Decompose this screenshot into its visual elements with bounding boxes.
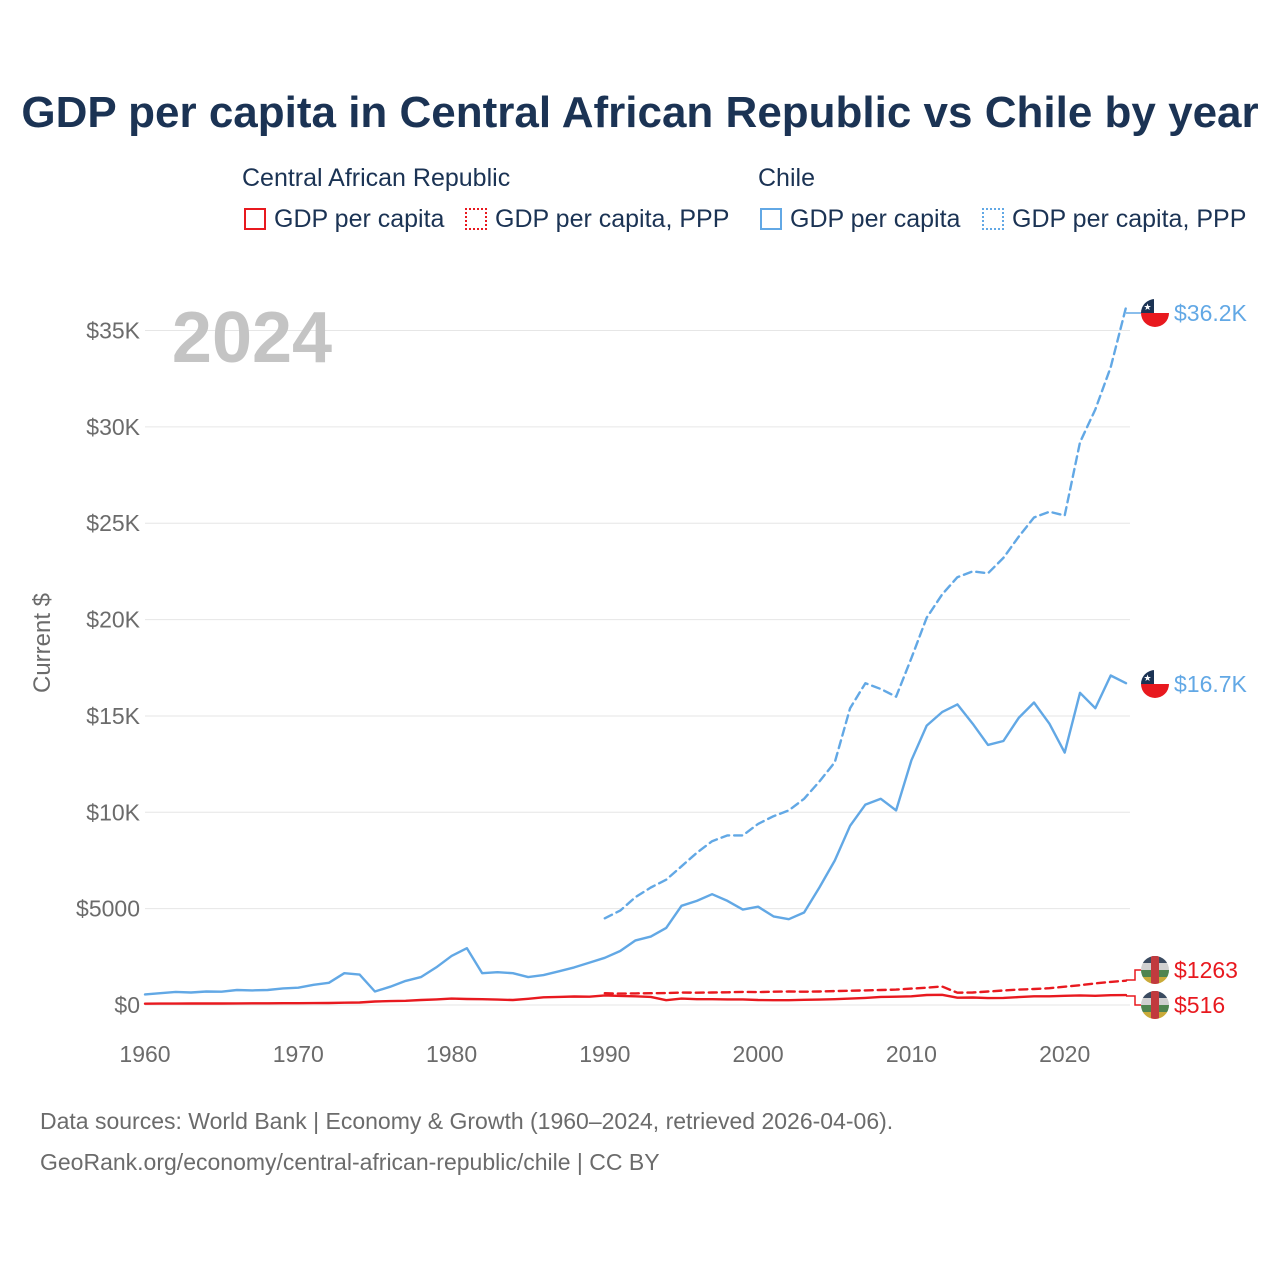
y-tick-label: $35K [86,318,140,344]
series-line-central-african-republic-gdp-per-capita [143,993,1128,1005]
legend-swatch-chile-gdp [760,208,782,230]
svg-text:★: ★ [1143,673,1151,683]
legend-group-chile: Chile [758,164,815,192]
y-tick-label: $0 [114,992,140,1018]
footer-url[interactable]: GeoRank.org/economy/central-african-repu… [40,1149,660,1175]
x-tick-label: 1990 [579,1041,630,1067]
end-label-car-ppp: $1263 [1174,957,1238,983]
x-tick-label: 1970 [273,1041,324,1067]
car-flag-icon [1141,991,1169,1019]
legend-swatch-car-gdp [244,208,266,230]
chart-title: GDP per capita in Central African Republ… [21,88,1259,137]
end-label-chile-ppp: $36.2K [1174,300,1248,326]
year-watermark: 2024 [172,298,332,378]
legend-item-car-gdp[interactable]: GDP per capita [274,205,445,233]
legend-item-car-ppp[interactable]: GDP per capita, PPP [495,205,730,233]
x-tick-label: 1980 [426,1041,477,1067]
svg-text:★: ★ [1143,302,1151,312]
legend-item-chile-ppp[interactable]: GDP per capita, PPP [1012,205,1247,233]
y-tick-label: $25K [86,510,140,536]
series-line-central-african-republic-gdp-per-capita-ppp [603,979,1128,995]
y-tick-label: $15K [86,703,140,729]
y-tick-label: $10K [86,799,140,825]
series-line-chile-gdp-per-capita-ppp [603,306,1128,920]
y-tick-label: $20K [86,607,140,633]
legend-swatch-chile-ppp [982,208,1004,230]
legend-swatch-car-ppp [465,208,487,230]
legend-item-chile-gdp[interactable]: GDP per capita [790,205,961,233]
connector-car-gdp [1126,995,1141,1006]
chile-flag-icon: ★ [1141,299,1169,327]
series-line-chile-gdp-per-capita [143,674,1128,996]
y-tick-label: $5000 [76,896,140,922]
footer-sources: Data sources: World Bank | Economy & Gro… [40,1108,894,1134]
y-axis-label: Current $ [29,593,56,693]
connector-car-ppp [1126,969,1141,981]
car-flag-icon [1141,956,1169,984]
x-tick-label: 2010 [886,1041,937,1067]
end-label-chile-gdp: $16.7K [1174,671,1248,697]
end-label-car-gdp: $516 [1174,992,1225,1018]
x-tick-label: 2020 [1039,1041,1090,1067]
x-tick-label: 2000 [733,1041,784,1067]
x-tick-label: 1960 [119,1041,170,1067]
chile-flag-icon: ★ [1141,670,1169,698]
legend-group-car: Central African Republic [242,164,511,192]
y-tick-label: $30K [86,414,140,440]
